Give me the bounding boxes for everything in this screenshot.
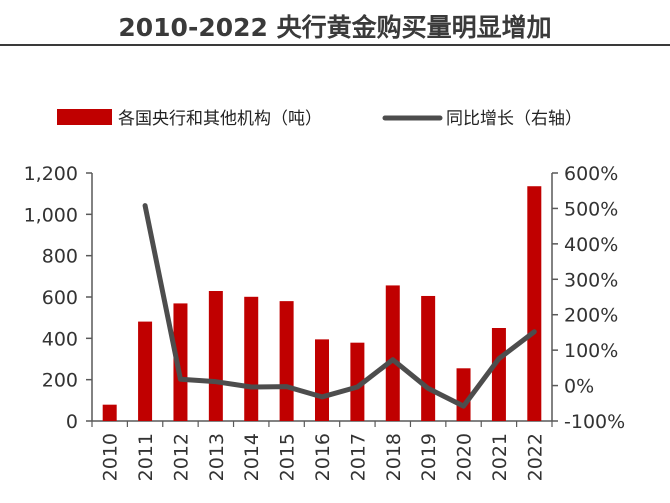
x-tick-label: 2018 <box>383 433 405 481</box>
left-tick-label: 600 <box>42 287 78 309</box>
bar <box>279 301 294 421</box>
bar <box>421 295 436 421</box>
x-tick-label: 2012 <box>170 433 192 481</box>
legend-line-label: 同比增长（右轴） <box>446 109 582 129</box>
bar <box>102 404 117 421</box>
bar <box>491 328 506 421</box>
right-tick-label: 500% <box>564 198 618 220</box>
x-tick-label: 2014 <box>241 433 263 481</box>
right-tick-label: 0% <box>564 376 594 398</box>
chart-title: 2010-2022 央行黄金购买量明显增加 <box>118 13 552 42</box>
x-tick-label: 2016 <box>312 433 334 481</box>
x-tick-label: 2020 <box>454 433 476 481</box>
bar <box>385 285 400 421</box>
x-tick-label: 2013 <box>206 433 228 481</box>
x-tick-label: 2017 <box>347 433 369 481</box>
right-tick-label: 100% <box>564 340 618 362</box>
bar <box>315 339 329 421</box>
legend-bar-label: 各国央行和其他机构（吨） <box>118 109 322 129</box>
legend-bar-swatch <box>57 109 112 125</box>
right-tick-label: 200% <box>564 305 618 327</box>
x-tick-label: 2011 <box>135 433 157 481</box>
bar <box>208 291 223 421</box>
x-tick-label: 2010 <box>100 433 122 481</box>
right-tick-label: 600% <box>564 163 618 185</box>
left-tick-label: 1,000 <box>24 204 78 226</box>
right-tick-label: -100% <box>564 411 625 433</box>
left-tick-label: 800 <box>42 246 78 268</box>
x-tick-label: 2019 <box>418 433 440 481</box>
x-tick-label: 2015 <box>277 433 299 481</box>
bar <box>173 303 188 421</box>
left-tick-label: 0 <box>66 411 78 433</box>
title-divider <box>0 44 670 46</box>
bar <box>350 342 365 421</box>
x-tick-label: 2022 <box>524 433 546 481</box>
x-tick-label: 2021 <box>489 433 511 481</box>
right-tick-label: 400% <box>564 234 618 256</box>
right-tick-label: 300% <box>564 269 618 291</box>
bar <box>244 296 259 421</box>
left-tick-label: 1,200 <box>24 163 78 185</box>
left-tick-label: 200 <box>42 370 78 392</box>
left-tick-label: 400 <box>42 328 78 350</box>
growth-line <box>142 203 537 409</box>
bar <box>456 368 471 421</box>
bar <box>138 321 153 421</box>
bar <box>527 186 542 421</box>
